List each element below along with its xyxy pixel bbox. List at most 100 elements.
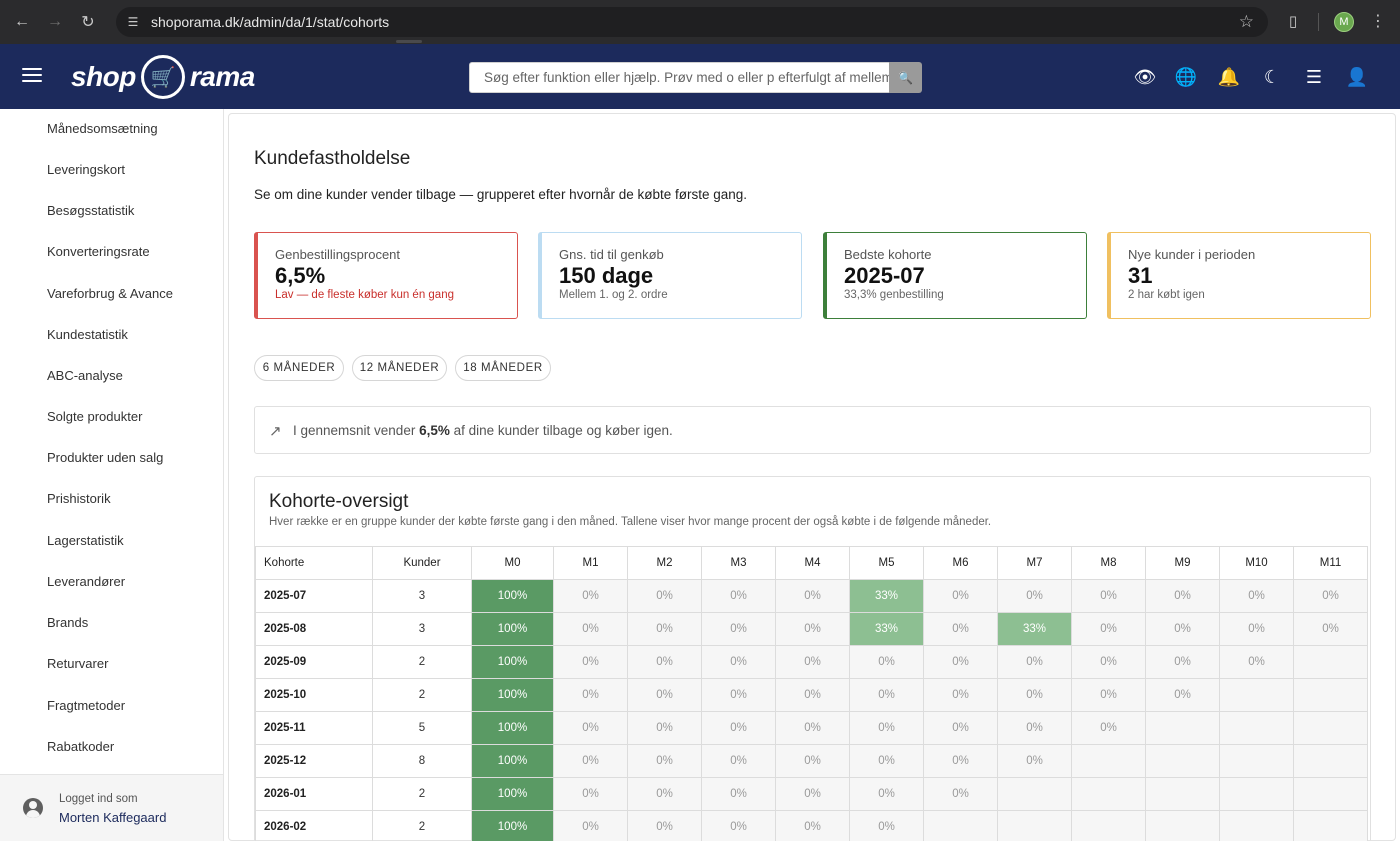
kpi-card-new-customers: Nye kunder i perioden 31 2 har købt igen	[1107, 232, 1371, 319]
period-chip-12-months[interactable]: 12 MÅNEDER	[352, 355, 447, 381]
customer-count: 2	[372, 645, 472, 679]
customer-count: 3	[372, 579, 472, 613]
url-text[interactable]: shoporama.dk/admin/da/1/stat/cohorts	[151, 14, 390, 30]
extensions-icon[interactable]: ▯	[1288, 13, 1298, 30]
table-row: 2025-10 2 100% 0% 0% 0% 0% 0% 0% 0% 0% 0%	[255, 678, 1368, 712]
column-header: M11	[1293, 546, 1368, 580]
empty-cell	[1219, 678, 1294, 712]
logged-in-user-name[interactable]: Morten Kaffegaard	[59, 810, 167, 825]
retention-cell: 0%	[923, 678, 998, 712]
retention-cell: 0%	[997, 645, 1072, 679]
retention-cell: 0%	[849, 810, 924, 841]
retention-cell: 0%	[923, 645, 998, 679]
kpi-card-reorder-rate: Genbestillingsprocent 6,5% Lav — de fles…	[254, 232, 518, 319]
sidebar-item-konverteringsrate[interactable]: Konverteringsrate	[47, 244, 150, 259]
page-subtitle: Se om dine kunder vender tilbage — grupp…	[254, 187, 748, 202]
empty-cell	[1293, 645, 1368, 679]
sidebar-item-lagerstatistik[interactable]: Lagerstatistik	[47, 533, 124, 548]
sidebar-item-brands[interactable]: Brands	[47, 615, 89, 630]
search-icon[interactable]: 🔍	[889, 62, 922, 93]
column-header: M0	[471, 546, 554, 580]
sidebar-item-vareforbrug[interactable]: Vareforbrug & Avance	[47, 286, 173, 301]
retention-cell: 0%	[1145, 579, 1220, 613]
profile-avatar[interactable]: M	[1334, 12, 1354, 32]
retention-cell: 0%	[997, 678, 1072, 712]
retention-cell: 100%	[471, 777, 554, 811]
column-header: M6	[923, 546, 998, 580]
sidebar-item-abc-analyse[interactable]: ABC-analyse	[47, 368, 123, 383]
dark-mode-moon-icon[interactable]: ☾	[1263, 66, 1281, 87]
column-header: Kunder	[372, 546, 472, 580]
user-circle-icon	[23, 798, 43, 818]
sidebar-item-solgte-produkter[interactable]: Solgte produkter	[47, 409, 143, 424]
retention-cell: 100%	[471, 645, 554, 679]
cohort-label: 2025-08	[255, 612, 373, 646]
reload-icon[interactable]: ↻	[81, 14, 95, 31]
forward-arrow-icon[interactable]: →	[47, 13, 63, 30]
cohort-label: 2026-02	[255, 810, 373, 841]
retention-cell: 0%	[923, 711, 998, 745]
retention-cell: 100%	[471, 678, 554, 712]
cart-logo-icon: 🛒	[140, 55, 185, 99]
kpi-label: Gns. tid til genkøb	[559, 247, 664, 262]
retention-cell: 0%	[627, 645, 702, 679]
retention-cell: 100%	[471, 579, 554, 613]
table-row: 2026-02 2 100% 0% 0% 0% 0% 0%	[255, 810, 1368, 841]
table-row: 2025-11 5 100% 0% 0% 0% 0% 0% 0% 0% 0%	[255, 711, 1368, 745]
retention-cell: 0%	[775, 678, 850, 712]
back-arrow-icon[interactable]: ←	[14, 13, 30, 30]
table-row: 2025-07 3 100% 0% 0% 0% 0% 33% 0% 0% 0% 0% 0% 0%	[255, 579, 1368, 613]
sidebar-item-returvarer[interactable]: Returvarer	[47, 656, 109, 671]
globe-icon[interactable]: 🌐	[1174, 66, 1198, 87]
kpi-note: 2 har købt igen	[1128, 289, 1205, 301]
retention-cell: 0%	[775, 645, 850, 679]
retention-cell: 0%	[1071, 645, 1146, 679]
customer-count: 3	[372, 612, 472, 646]
site-settings-icon[interactable]: ☰	[127, 15, 139, 29]
empty-cell	[1293, 777, 1368, 811]
sidebar-item-prishistorik[interactable]: Prishistorik	[47, 491, 111, 506]
empty-cell	[1219, 810, 1294, 841]
retention-cell: 0%	[849, 678, 924, 712]
column-header: M10	[1219, 546, 1294, 580]
retention-cell: 0%	[701, 645, 776, 679]
cohort-card-description: Hver række er en gruppe kunder der købte…	[269, 516, 992, 528]
info-highlight: 6,5%	[419, 423, 450, 438]
retention-cell: 0%	[1293, 612, 1368, 646]
sidebar-item-fragtmetoder[interactable]: Fragtmetoder	[47, 698, 126, 713]
eye-icon[interactable]: 👁	[1133, 66, 1157, 87]
period-chip-18-months[interactable]: 18 MÅNEDER	[455, 355, 551, 381]
sidebar-item-leveringskort[interactable]: Leveringskort	[47, 162, 126, 177]
sidebar-item-rabatkoder[interactable]: Rabatkoder	[47, 739, 115, 754]
retention-cell: 0%	[627, 678, 702, 712]
empty-cell	[1293, 711, 1368, 745]
retention-cell: 0%	[701, 810, 776, 841]
bell-icon[interactable]: 🔔	[1217, 66, 1241, 87]
address-bar[interactable]: ☰ shoporama.dk/admin/da/1/stat/cohorts ☆	[116, 7, 1268, 37]
empty-cell	[1219, 711, 1294, 745]
shoporama-logo[interactable]: shop 🛒 rama	[71, 53, 255, 101]
retention-cell: 0%	[775, 744, 850, 778]
kpi-note: Lav — de fleste køber kun én gang	[275, 289, 454, 301]
search-input[interactable]: Søg efter funktion eller hjælp. Prøv med…	[469, 62, 890, 93]
empty-cell	[1071, 810, 1146, 841]
sidebar-item-kundestatistik[interactable]: Kundestatistik	[47, 327, 128, 342]
period-chip-6-months[interactable]: 6 MÅNEDER	[254, 355, 344, 381]
sidebar-item-leverandoerer[interactable]: Leverandører	[47, 574, 126, 589]
hamburger-menu-icon[interactable]	[22, 68, 42, 84]
retention-cell: 0%	[849, 645, 924, 679]
sidebar-item-produkter-uden-salg[interactable]: Produkter uden salg	[47, 450, 164, 465]
kpi-label: Genbestillingsprocent	[275, 247, 401, 262]
column-header: M5	[849, 546, 924, 580]
browser-menu-icon[interactable]: ⋮	[1370, 13, 1386, 30]
logo-text-left: shop	[71, 61, 136, 92]
sidebar-item-maanedsomsaetning[interactable]: Månedsomsætning	[47, 121, 158, 136]
account-icon[interactable]: 👤	[1345, 66, 1369, 87]
main-content: Kundefastholdelse Se om dine kunder vend…	[228, 113, 1396, 841]
bookmark-star-icon[interactable]: ☆	[1238, 12, 1254, 31]
retention-cell: 0%	[775, 777, 850, 811]
retention-cell: 0%	[701, 744, 776, 778]
sidebar-item-besoegsstatistik[interactable]: Besøgsstatistik	[47, 203, 135, 218]
kpi-label: Nye kunder i perioden	[1128, 247, 1256, 262]
layers-icon[interactable]: ☰	[1305, 66, 1323, 87]
